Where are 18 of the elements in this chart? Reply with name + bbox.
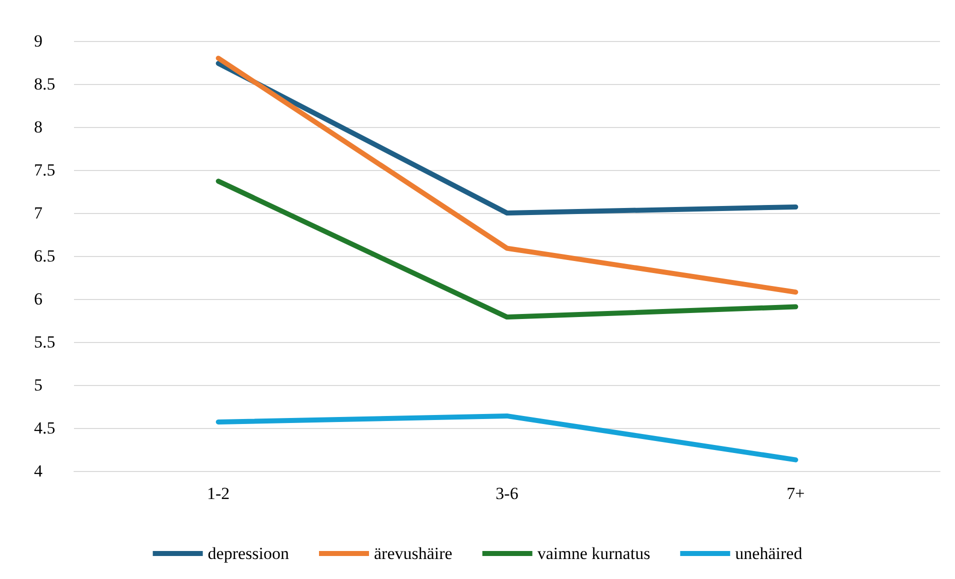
legend-label: vaimne kurnatus (537, 544, 650, 563)
y-tick-label: 6 (34, 290, 42, 308)
y-tick-label: 5.5 (34, 332, 56, 352)
legend-label: depressioon (208, 544, 290, 563)
x-tick-label: 7+ (786, 484, 805, 503)
y-tick-label: 4 (34, 462, 43, 480)
legend-label: ärevushäire (374, 544, 452, 563)
y-tick-label: 7 (34, 204, 43, 222)
y-tick-label: 9 (34, 32, 42, 50)
x-tick-label: 1-2 (206, 484, 230, 503)
y-tick-label: 8.5 (34, 74, 56, 94)
y-tick-label: 6.5 (34, 246, 56, 266)
y-tick-label: 5 (34, 376, 42, 394)
y-tick-label: 8 (34, 118, 42, 136)
x-tick-label: 3-6 (496, 484, 518, 503)
legend-label: unehäired (735, 544, 803, 563)
y-tick-label: 7.5 (34, 160, 56, 180)
y-tick-label: 4.5 (34, 418, 56, 438)
